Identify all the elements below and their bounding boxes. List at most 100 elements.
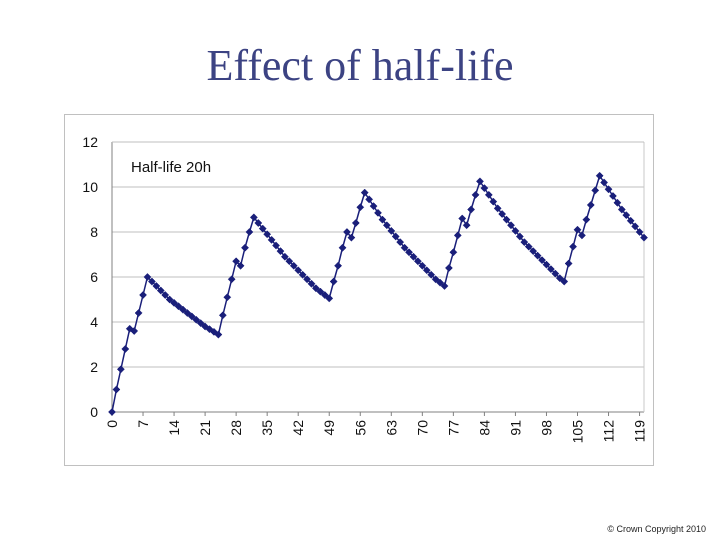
data-point: [413, 257, 422, 266]
data-point: [351, 219, 360, 227]
y-tick-label: 6: [90, 269, 98, 285]
data-point: [569, 242, 578, 251]
x-tick-label: 21: [197, 420, 213, 436]
data-point: [343, 228, 351, 236]
data-point: [600, 178, 609, 187]
data-point: [307, 279, 316, 288]
x-tick-label: 28: [228, 420, 244, 436]
data-point: [538, 256, 546, 265]
data-point: [223, 293, 232, 302]
data-point: [489, 197, 498, 206]
data-point: [347, 233, 356, 242]
data-point: [303, 275, 312, 284]
data-point: [298, 270, 307, 279]
x-tick-label: 63: [383, 420, 399, 436]
data-point: [161, 291, 170, 299]
data-point: [635, 228, 644, 236]
data-point: [427, 270, 436, 279]
data-point: [529, 247, 538, 256]
data-point: [108, 408, 116, 416]
data-point: [453, 231, 462, 240]
data-point: [622, 211, 631, 220]
data-point: [546, 265, 555, 274]
chart-frame: 0 2 4 6 8 10 12 0 7 14 21 28 35 42 49 56 63 70 77 84 91 98 10…: [64, 114, 654, 466]
data-point: [609, 192, 617, 200]
data-point: [560, 277, 569, 286]
data-point: [130, 327, 139, 335]
data-point: [471, 190, 480, 199]
data-point: [613, 198, 622, 207]
data-point: [405, 248, 413, 257]
data-point: [449, 248, 458, 257]
slide-title: Effect of half-life: [206, 41, 514, 90]
data-point: [329, 277, 338, 286]
data-point: [320, 291, 329, 299]
data-point: [285, 257, 294, 266]
data-point: [311, 284, 320, 293]
data-point: [112, 385, 121, 394]
data-point: [391, 232, 400, 241]
data-point: [476, 177, 484, 186]
data-point: [382, 221, 391, 230]
x-tick-labels: 0 7 14 21 28 35 42 49 56 63 70 77 84 91 98 105 112 119: [104, 420, 648, 444]
data-point: [245, 228, 254, 236]
x-tick-label: 91: [507, 420, 523, 436]
data-point: [564, 259, 573, 268]
data-point: [165, 295, 174, 304]
x-tick-label: 35: [259, 420, 275, 436]
data-point: [458, 214, 467, 223]
data-point: [183, 309, 192, 317]
x-tick-label: 7: [135, 420, 151, 428]
x-tick-label: 77: [445, 420, 461, 436]
data-point: [591, 186, 600, 195]
data-point: [187, 312, 196, 321]
data-point: [582, 215, 591, 224]
data-point: [325, 294, 334, 303]
data-point: [480, 184, 489, 193]
data-point: [227, 275, 236, 284]
y-tick-label: 4: [90, 314, 98, 330]
data-point: [360, 188, 369, 197]
data-point: [276, 247, 285, 256]
data-point: [267, 235, 276, 244]
data-point: [515, 232, 524, 241]
data-point: [400, 243, 409, 252]
data-point: [511, 226, 520, 235]
data-point: [374, 208, 382, 217]
x-tick-label: 14: [166, 420, 182, 436]
data-point: [156, 286, 165, 295]
data-point: [551, 269, 560, 278]
data-point: [498, 210, 507, 218]
data-point: [640, 233, 648, 242]
data-point: [626, 216, 635, 225]
data-point: [121, 345, 130, 353]
data-point: [334, 261, 343, 270]
x-tick-label: 49: [321, 420, 337, 436]
x-tick-label: 119: [632, 420, 648, 443]
data-point: [467, 205, 476, 214]
data-point: [263, 230, 272, 239]
x-tick-label: 0: [104, 420, 120, 428]
x-tick-label: 105: [570, 420, 586, 444]
data-point: [617, 205, 626, 214]
data-point: [520, 238, 529, 247]
data-point: [338, 243, 347, 252]
data-point: [272, 241, 280, 250]
data-point: [316, 287, 325, 296]
data-point: [280, 252, 289, 261]
data-point: [418, 261, 427, 270]
data-points: [108, 171, 648, 416]
data-point: [604, 185, 613, 194]
data-point: [431, 275, 440, 284]
x-tick-label: 70: [414, 420, 430, 436]
data-point: [294, 266, 303, 275]
data-point: [409, 252, 418, 261]
data-point: [440, 282, 449, 290]
data-point: [387, 226, 396, 235]
data-point: [134, 309, 143, 317]
data-point: [143, 273, 152, 281]
data-point: [289, 261, 298, 270]
x-tick-label: 42: [290, 420, 306, 436]
data-point: [232, 257, 241, 266]
data-point: [356, 203, 365, 212]
